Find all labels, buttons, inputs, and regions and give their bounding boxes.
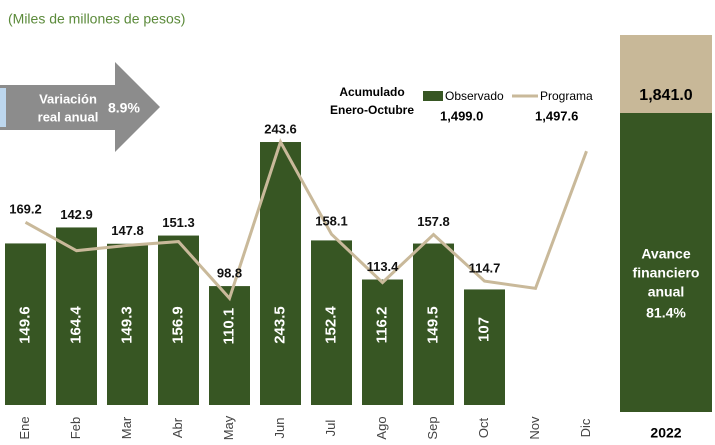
- bar: [413, 243, 454, 405]
- avance-text: 81.4%: [646, 305, 686, 321]
- x-tick-label: Jul: [323, 420, 338, 437]
- x-tick-label: May: [221, 415, 236, 440]
- programa-label: 158.1: [315, 214, 348, 229]
- bar-value-label: 116.2: [373, 307, 390, 344]
- bar-value-label: 107: [475, 317, 492, 342]
- programa-label: 157.8: [417, 214, 450, 229]
- accumulated-title: Enero-Octubre: [330, 103, 414, 117]
- variation-label: Variación: [39, 91, 97, 106]
- programa-label: 98.8: [217, 266, 242, 281]
- x-tick-label: Sep: [425, 416, 440, 439]
- programa-label: 113.4: [367, 259, 400, 274]
- programa-label: 151.3: [162, 215, 195, 230]
- programa-label: 147.8: [111, 223, 144, 238]
- x-tick-label: Oct: [476, 418, 491, 439]
- variation-label: real anual: [38, 109, 99, 124]
- subtitle: (Miles de millones de pesos): [8, 11, 185, 27]
- avance-text: anual: [648, 284, 685, 300]
- avance-text: Avance: [641, 246, 691, 262]
- programa-label: 142.9: [60, 207, 93, 222]
- legend-label: Observado: [445, 89, 504, 103]
- accumulated-title: Acumulado: [339, 85, 404, 99]
- bar: [56, 227, 97, 405]
- bar-value-label: 149.6: [16, 306, 33, 344]
- bar-value-label: 164.4: [67, 306, 84, 344]
- x-tick-label: Feb: [68, 417, 83, 439]
- accumulated-value: 1,497.6: [535, 108, 578, 123]
- annual-avance-bar: [620, 113, 712, 412]
- arrow-stripe: [0, 88, 6, 127]
- bar-value-label: 149.5: [424, 306, 441, 344]
- bar: [362, 279, 403, 405]
- x-tick-label: Ago: [374, 416, 389, 439]
- bar: [464, 289, 505, 405]
- programa-label: 114.7: [469, 261, 501, 276]
- annual-label: 2022: [650, 425, 681, 441]
- bar: [5, 243, 46, 405]
- bar-value-label: 243.5: [271, 306, 288, 344]
- bar: [311, 240, 352, 405]
- programa-label: 243.6: [264, 121, 297, 136]
- x-tick-label: Ene: [17, 416, 32, 439]
- avance-text: financiero: [633, 265, 700, 281]
- x-tick-label: Nov: [527, 416, 542, 440]
- accumulated-value: 1,499.0: [440, 108, 483, 123]
- annual-programa: 1,841.0: [639, 87, 692, 104]
- programa-line: [24, 138, 588, 302]
- legend-label: Programa: [540, 89, 593, 103]
- annual-programa-bar: [620, 35, 712, 113]
- x-tick-label: Mar: [119, 416, 134, 439]
- variation-value: 8.9%: [108, 100, 140, 116]
- bar-value-label: 152.4: [322, 306, 339, 344]
- x-tick-label: Dic: [578, 418, 593, 437]
- bar-value-label: 149.3: [118, 306, 135, 344]
- programa-label: 169.2: [9, 202, 42, 217]
- bar-value-label: 156.9: [169, 306, 186, 344]
- variation-arrow: [0, 62, 160, 152]
- bar: [158, 235, 199, 405]
- legend-swatch: [423, 91, 443, 101]
- bar-value-label: 110.1: [220, 308, 237, 345]
- bar: [107, 243, 148, 405]
- x-tick-label: Abr: [170, 417, 185, 438]
- x-tick-label: Jun: [272, 418, 287, 439]
- bar: [209, 286, 250, 405]
